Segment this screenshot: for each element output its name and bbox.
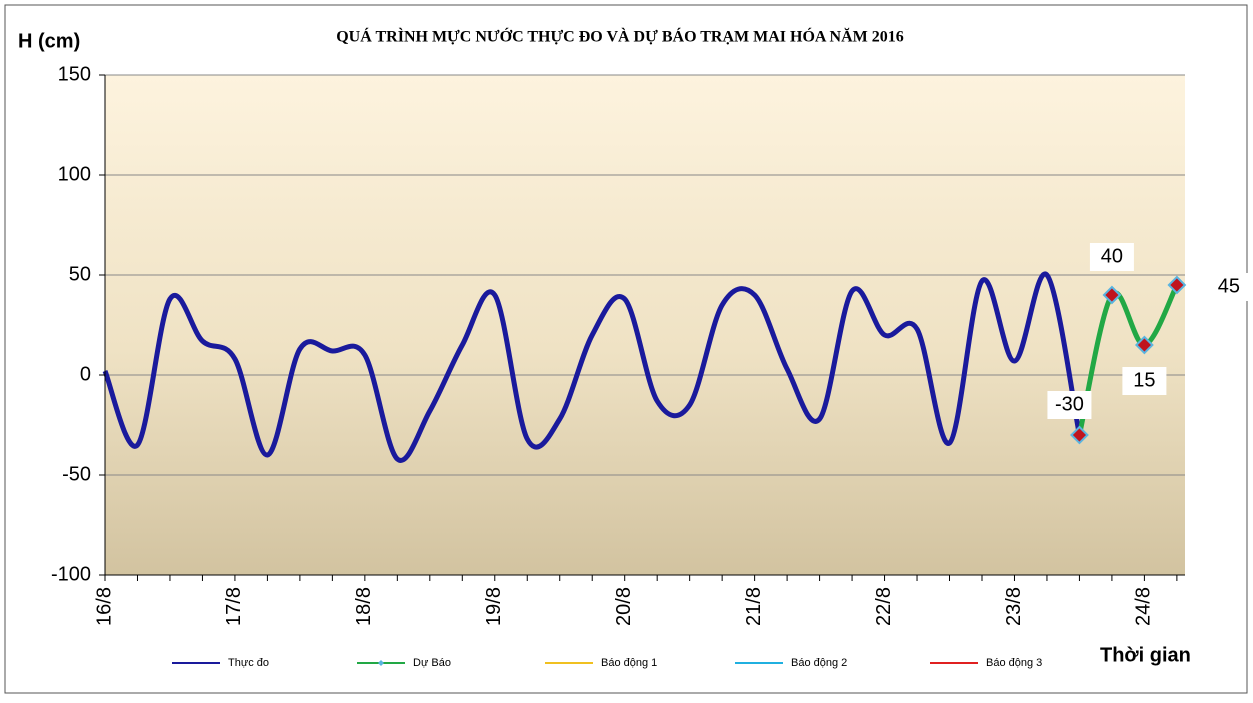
legend-label: Báo động 2 (791, 657, 847, 669)
series-line (1077, 283, 1180, 436)
y-tick-label: -100 (51, 563, 91, 585)
y-axis-title: H (cm) (18, 30, 80, 52)
data-label-box (1047, 391, 1092, 419)
legend-label: Báo động 1 (601, 657, 657, 669)
y-tick-label: 150 (58, 63, 91, 85)
y-tick-label: 0 (80, 363, 91, 385)
legend-label: Thực đo (228, 657, 269, 669)
x-tick-label: 21/8 (743, 587, 765, 626)
y-tick-label: 50 (69, 263, 91, 285)
data-label-box (1089, 243, 1134, 271)
x-tick-label: 23/8 (1003, 587, 1025, 626)
data-label-box (1206, 273, 1251, 301)
data-label-box (1122, 367, 1167, 395)
data-label: -30 (1055, 393, 1084, 415)
marker (1134, 335, 1154, 355)
x-axis-title: Thời gian (1100, 644, 1191, 666)
x-tick-label: 20/8 (613, 587, 635, 626)
y-tick-label: 100 (58, 163, 91, 185)
legend-label: Báo động 3 (986, 657, 1042, 669)
x-tick-label: 24/8 (1133, 587, 1155, 626)
x-tick-label: 22/8 (873, 587, 895, 626)
chart-title: QUÁ TRÌNH MỰC NƯỚC THỰC ĐO VÀ DỰ BÁO TRẠ… (336, 27, 904, 46)
x-tick-label: 16/8 (93, 587, 115, 626)
legend-marker (378, 660, 384, 666)
y-tick-label: -50 (62, 463, 91, 485)
data-label: 45 (1218, 275, 1240, 297)
legend-label: Dự Báo (413, 657, 451, 669)
data-label: 15 (1133, 369, 1155, 391)
x-tick-label: 17/8 (223, 587, 245, 626)
series-line (102, 271, 1082, 463)
x-tick-label: 18/8 (353, 587, 375, 626)
x-tick-label: 19/8 (483, 587, 505, 626)
plot-area (105, 75, 1185, 575)
marker (1102, 285, 1122, 305)
marker (1167, 275, 1187, 295)
data-label: 40 (1101, 245, 1123, 267)
marker (1070, 425, 1089, 445)
lines (102, 271, 1180, 463)
